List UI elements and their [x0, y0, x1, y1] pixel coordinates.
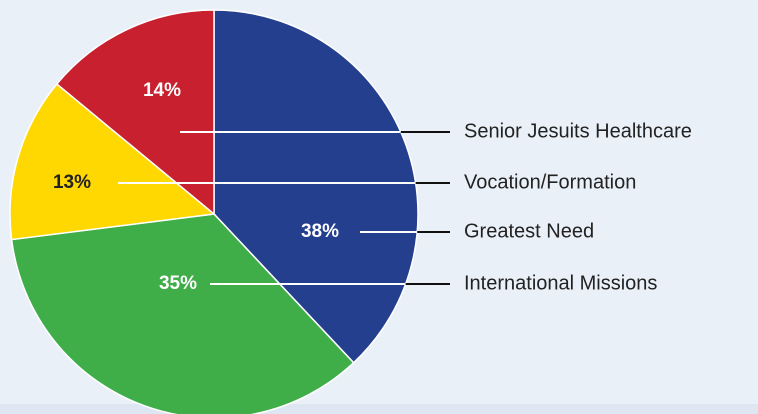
- pie-slice: [55, 9, 215, 216]
- legend-label: Senior Jesuits Healthcare: [464, 120, 692, 142]
- legend-label: Vocation/Formation: [464, 171, 636, 193]
- pie-slice: [9, 82, 216, 241]
- data-label: 13%: [53, 172, 91, 193]
- data-label: 38%: [301, 221, 339, 242]
- pie-slice: [10, 213, 355, 414]
- data-label: 35%: [159, 273, 197, 294]
- pie-slice: [213, 9, 419, 364]
- footer-strip: [0, 404, 758, 414]
- legend-label: International Missions: [464, 272, 657, 294]
- legend-label: Greatest Need: [464, 220, 594, 242]
- data-label: 14%: [143, 80, 181, 101]
